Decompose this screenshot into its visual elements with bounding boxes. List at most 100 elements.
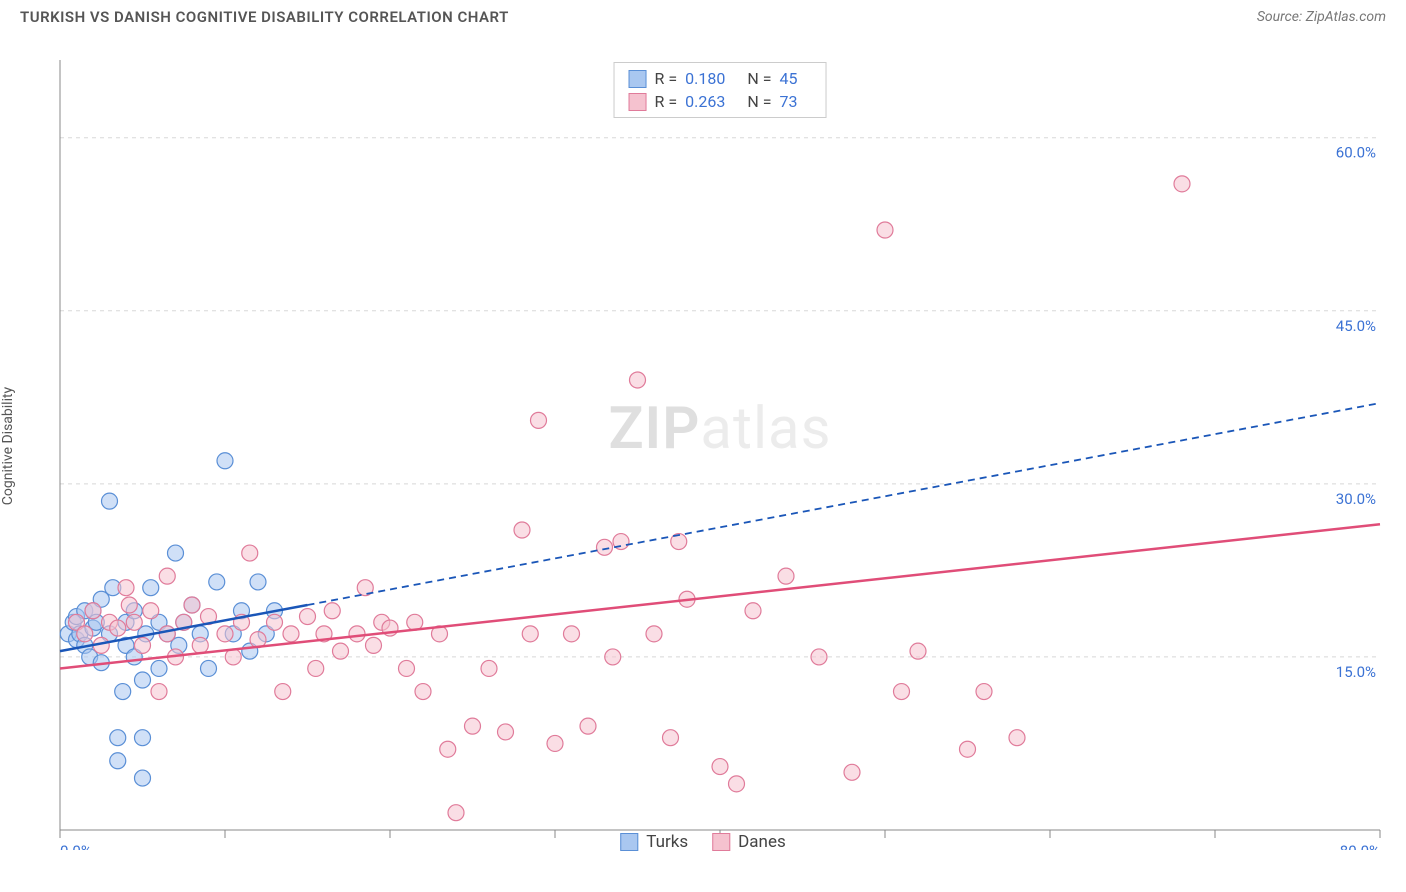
data-point xyxy=(481,660,497,676)
data-point xyxy=(242,545,258,561)
data-point xyxy=(630,372,646,388)
data-point xyxy=(135,730,151,746)
data-point xyxy=(663,730,679,746)
data-point xyxy=(121,597,137,613)
data-point xyxy=(811,649,827,665)
trend-line xyxy=(60,524,1380,668)
y-tick-label: 45.0% xyxy=(1336,317,1376,335)
y-tick-label: 15.0% xyxy=(1336,663,1376,681)
data-point xyxy=(143,580,159,596)
stats-r-value: 0.263 xyxy=(685,92,725,111)
stats-n-value: 73 xyxy=(779,92,797,111)
data-point xyxy=(1174,176,1190,192)
data-point xyxy=(275,684,291,700)
data-point xyxy=(159,626,175,642)
data-point xyxy=(333,643,349,659)
data-point xyxy=(110,730,126,746)
data-point xyxy=(250,574,266,590)
series-legend: Turks Danes xyxy=(620,832,785,852)
stats-n-value: 45 xyxy=(779,69,797,88)
data-point xyxy=(605,649,621,665)
data-point xyxy=(877,222,893,238)
data-point xyxy=(118,580,134,596)
data-point xyxy=(564,626,580,642)
legend-swatch xyxy=(712,833,730,851)
stats-r-value: 0.180 xyxy=(685,69,725,88)
data-point xyxy=(597,539,613,555)
data-point xyxy=(209,574,225,590)
data-point xyxy=(366,637,382,653)
data-point xyxy=(910,643,926,659)
data-point xyxy=(159,568,175,584)
data-point xyxy=(135,637,151,653)
trend-line-extrapolated xyxy=(308,403,1381,605)
data-point xyxy=(1009,730,1025,746)
stats-n-label: N = xyxy=(747,69,771,88)
chart-title: TURKISH VS DANISH COGNITIVE DISABILITY C… xyxy=(20,8,509,26)
data-point xyxy=(308,660,324,676)
stats-row: R = 0.263 N = 73 xyxy=(629,90,812,113)
scatter-plot: 15.0% 30.0% 45.0% 60.0% 0.0% 80.0% xyxy=(50,40,1390,850)
data-point xyxy=(580,718,596,734)
legend-item: Turks xyxy=(620,832,688,852)
data-point xyxy=(745,603,761,619)
legend-item: Danes xyxy=(712,832,786,852)
data-point xyxy=(646,626,662,642)
data-point xyxy=(349,626,365,642)
legend-label: Turks xyxy=(646,832,688,852)
data-point xyxy=(894,684,910,700)
y-tick-label: 60.0% xyxy=(1336,144,1376,162)
y-axis-label: Cognitive Disability xyxy=(0,387,16,505)
data-point xyxy=(514,522,530,538)
source-label: Source: ZipAtlas.com xyxy=(1257,9,1386,25)
data-point xyxy=(283,626,299,642)
stats-legend-box: R = 0.180 N = 45 R = 0.263 N = 73 xyxy=(614,62,827,118)
data-point xyxy=(729,776,745,792)
stats-r-label: R = xyxy=(655,92,678,111)
x-tick-label: 80.0% xyxy=(1340,842,1380,850)
data-point xyxy=(440,741,456,757)
data-point xyxy=(778,568,794,584)
legend-label: Danes xyxy=(738,832,786,852)
chart-area: 15.0% 30.0% 45.0% 60.0% 0.0% 80.0% R = 0.180 N … xyxy=(50,40,1390,850)
data-point xyxy=(110,620,126,636)
data-point xyxy=(126,614,142,630)
data-point xyxy=(115,684,131,700)
data-point xyxy=(399,660,415,676)
stats-swatch xyxy=(629,70,647,88)
data-point xyxy=(498,724,514,740)
data-point xyxy=(465,718,481,734)
data-point xyxy=(844,764,860,780)
data-point xyxy=(135,672,151,688)
data-point xyxy=(217,453,233,469)
data-point xyxy=(85,603,101,619)
stats-row: R = 0.180 N = 45 xyxy=(629,67,812,90)
data-point xyxy=(976,684,992,700)
data-point xyxy=(184,597,200,613)
data-point xyxy=(324,603,340,619)
data-point xyxy=(192,637,208,653)
data-point xyxy=(135,770,151,786)
data-point xyxy=(217,626,233,642)
stats-r-label: R = xyxy=(655,69,678,88)
x-tick-label: 0.0% xyxy=(60,842,92,850)
data-point xyxy=(300,609,316,625)
data-point xyxy=(547,735,563,751)
data-point xyxy=(267,614,283,630)
data-point xyxy=(77,626,93,642)
stats-swatch xyxy=(629,93,647,111)
data-point xyxy=(110,753,126,769)
data-point xyxy=(415,684,431,700)
data-point xyxy=(531,412,547,428)
data-point xyxy=(151,660,167,676)
data-point xyxy=(960,741,976,757)
data-point xyxy=(151,684,167,700)
legend-swatch xyxy=(620,833,638,851)
y-tick-label: 30.0% xyxy=(1336,490,1376,508)
data-point xyxy=(448,805,464,821)
data-point xyxy=(522,626,538,642)
data-point xyxy=(712,759,728,775)
data-point xyxy=(201,660,217,676)
data-point xyxy=(143,603,159,619)
stats-n-label: N = xyxy=(747,92,771,111)
